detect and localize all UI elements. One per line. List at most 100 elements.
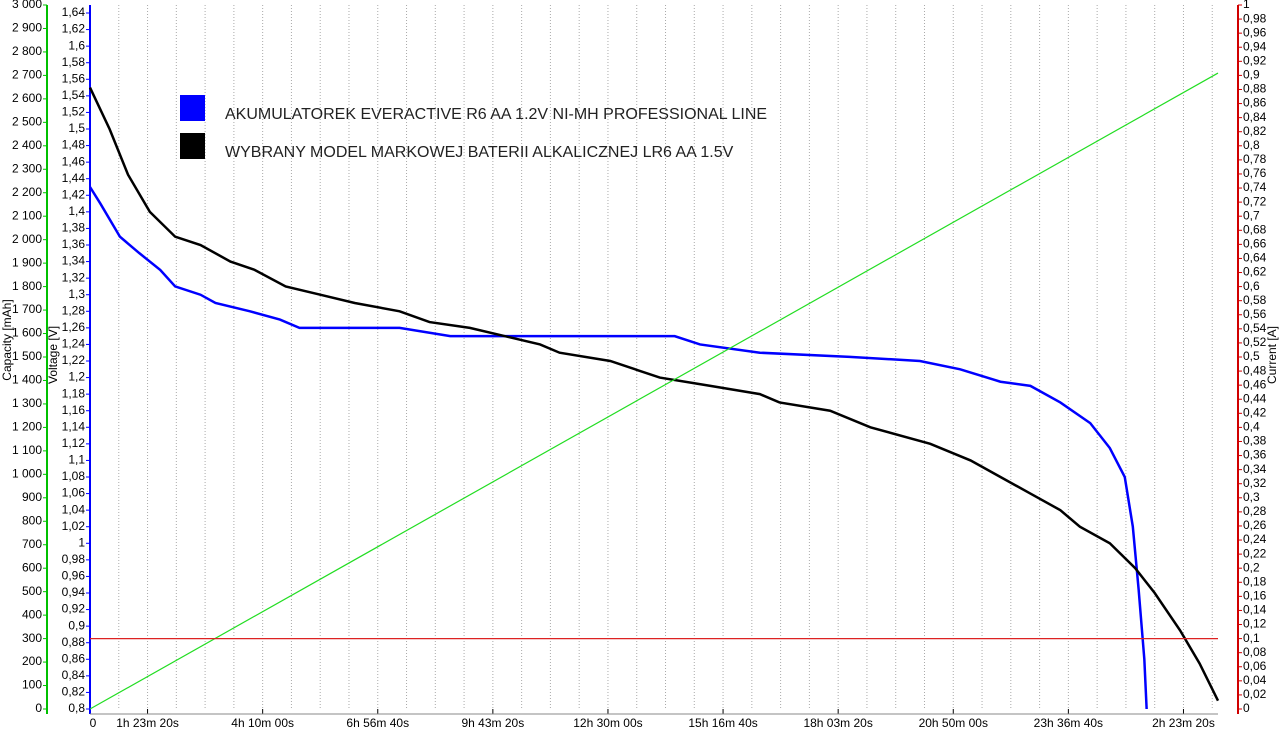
- current-tick-label: 0,44: [1243, 391, 1267, 405]
- voltage-tick-label: 0,96: [62, 569, 86, 583]
- voltage-tick-label: 0,8: [68, 701, 85, 715]
- voltage-tick-label: 1: [78, 535, 85, 549]
- current-tick-label: 0,68: [1243, 222, 1267, 236]
- capacity-tick-label: 1 400: [12, 373, 42, 387]
- voltage-tick-label: 0,9: [68, 618, 85, 632]
- x-tick-label: 1h 23m 20s: [116, 716, 179, 730]
- voltage-tick-label: 0,88: [62, 635, 86, 649]
- voltage-tick-label: 1,34: [62, 254, 86, 268]
- voltage-tick-label: 1,5: [68, 121, 85, 135]
- current-tick-label: 0,96: [1243, 25, 1267, 39]
- capacity-tick-label: 2 900: [12, 21, 42, 35]
- capacity-tick-label: 1 000: [12, 467, 42, 481]
- current-tick-label: 0,06: [1243, 659, 1267, 673]
- current-tick-label: 0,8: [1243, 138, 1260, 152]
- current-axis-title: Current [A]: [1265, 326, 1279, 384]
- x-tick-label: 4h 10m 00s: [231, 716, 294, 730]
- x-tick-label: 20h 50m 00s: [919, 716, 988, 730]
- voltage-tick-label: 1,58: [62, 55, 86, 69]
- capacity-tick-label: 1 100: [12, 443, 42, 457]
- capacity-tick-label: 1 200: [12, 420, 42, 434]
- capacity-tick-label: 500: [22, 584, 42, 598]
- voltage-tick-label: 0,84: [62, 668, 86, 682]
- current-tick-label: 0,66: [1243, 237, 1267, 251]
- capacity-tick-label: 800: [22, 513, 42, 527]
- current-tick-label: 0,08: [1243, 645, 1267, 659]
- current-tick-label: 0,4: [1243, 420, 1260, 434]
- capacity-tick-label: 2 000: [12, 232, 42, 246]
- voltage-axis-title: Voltage [V]: [46, 326, 60, 384]
- current-tick-label: 0,12: [1243, 617, 1267, 631]
- legend-label: WYBRANY MODEL MARKOWEJ BATERII ALKALICZN…: [225, 144, 734, 161]
- voltage-tick-label: 1,6: [68, 38, 85, 52]
- capacity-tick-label: 1 600: [12, 326, 42, 340]
- voltage-tick-label: 1,26: [62, 320, 86, 334]
- capacity-tick-label: 2 800: [12, 44, 42, 58]
- current-tick-label: 0,78: [1243, 152, 1267, 166]
- capacity-tick-label: 300: [22, 631, 42, 645]
- capacity-tick-label: 2 500: [12, 115, 42, 129]
- voltage-tick-label: 1,48: [62, 138, 86, 152]
- legend-swatch: [180, 133, 205, 159]
- voltage-tick-label: 1,42: [62, 187, 86, 201]
- capacity-tick-label: 1 800: [12, 279, 42, 293]
- voltage-tick-label: 1,12: [62, 436, 86, 450]
- current-tick-label: 0,28: [1243, 504, 1267, 518]
- voltage-tick-label: 1,02: [62, 519, 86, 533]
- legend-label: AKUMULATOREK EVERACTIVE R6 AA 1.2V NI-MH…: [225, 106, 767, 123]
- capacity-tick-label: 1 900: [12, 255, 42, 269]
- current-tick-label: 0,52: [1243, 335, 1267, 349]
- current-tick-label: 0: [1243, 701, 1250, 715]
- current-tick-label: 0,3: [1243, 490, 1260, 504]
- current-tick-label: 1: [1243, 0, 1250, 11]
- capacity-tick-label: 2 100: [12, 208, 42, 222]
- current-tick-label: 0,84: [1243, 110, 1267, 124]
- current-tick-label: 0,92: [1243, 53, 1267, 67]
- x-tick-label: 9h 43m 20s: [461, 716, 524, 730]
- voltage-tick-label: 0,94: [62, 585, 86, 599]
- x-tick-label: 2h 23m 20s: [1152, 716, 1215, 730]
- series-line: [88, 87, 1220, 702]
- capacity-tick-label: 1 300: [12, 396, 42, 410]
- current-tick-label: 0,64: [1243, 251, 1267, 265]
- current-tick-label: 0,16: [1243, 589, 1267, 603]
- capacity-tick-label: 2 600: [12, 91, 42, 105]
- current-tick-label: 0,42: [1243, 405, 1267, 419]
- current-tick-label: 0,5: [1243, 349, 1260, 363]
- current-tick-label: 0,38: [1243, 434, 1267, 448]
- x-tick-label: 15h 16m 40s: [688, 716, 757, 730]
- voltage-tick-label: 1,1: [68, 453, 85, 467]
- voltage-tick-label: 1,24: [62, 337, 86, 351]
- current-tick-label: 0,48: [1243, 363, 1267, 377]
- series-line: [89, 72, 1219, 710]
- current-tick-label: 0,9: [1243, 68, 1260, 82]
- current-tick-label: 0,26: [1243, 518, 1267, 532]
- voltage-tick-label: 1,28: [62, 303, 86, 317]
- current-tick-label: 0,18: [1243, 574, 1267, 588]
- x-tick-label: 6h 56m 40s: [346, 716, 409, 730]
- x-tick-label: 23h 36m 40s: [1034, 716, 1103, 730]
- current-tick-label: 0,34: [1243, 462, 1267, 476]
- current-tick-label: 0,86: [1243, 96, 1267, 110]
- current-tick-label: 0,76: [1243, 166, 1267, 180]
- capacity-tick-label: 2 200: [12, 185, 42, 199]
- current-tick-label: 0,04: [1243, 673, 1267, 687]
- voltage-tick-label: 1,64: [62, 5, 86, 19]
- current-tick-label: 0,6: [1243, 279, 1260, 293]
- current-tick-label: 0,2: [1243, 560, 1260, 574]
- voltage-tick-label: 1,54: [62, 88, 86, 102]
- current-tick-label: 0,56: [1243, 307, 1267, 321]
- current-tick-label: 0,98: [1243, 11, 1267, 25]
- x-tick-label: 12h 30m 00s: [573, 716, 642, 730]
- current-tick-label: 0,22: [1243, 546, 1267, 560]
- capacity-tick-label: 100: [22, 678, 42, 692]
- current-tick-label: 0,7: [1243, 208, 1260, 222]
- current-tick-label: 0,82: [1243, 124, 1267, 138]
- voltage-tick-label: 0,82: [62, 685, 86, 699]
- current-tick-label: 0,32: [1243, 476, 1267, 490]
- capacity-tick-label: 900: [22, 490, 42, 504]
- voltage-tick-label: 1,18: [62, 386, 86, 400]
- voltage-tick-label: 1,38: [62, 221, 86, 235]
- capacity-tick-label: 0: [35, 701, 42, 715]
